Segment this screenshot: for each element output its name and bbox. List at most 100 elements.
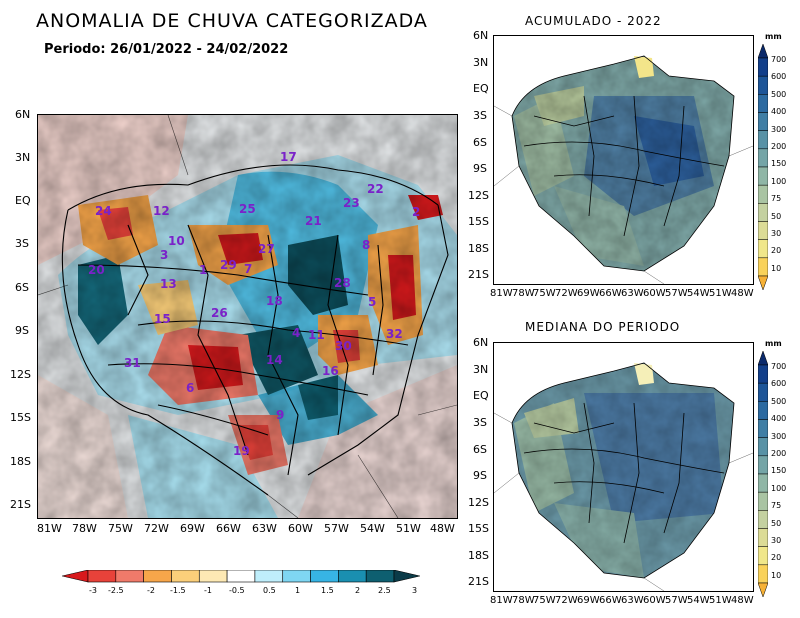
- lat-tick: 6N: [473, 336, 489, 349]
- lat-tick: 6S: [473, 136, 487, 149]
- lon-tick: 72W: [144, 522, 169, 535]
- median-map-canvas: [494, 343, 753, 591]
- colorbar-segment: [115, 569, 144, 583]
- lon-tick: 81W: [37, 522, 62, 535]
- colorbar-segment: [757, 112, 769, 131]
- colorbar-segment: [310, 569, 339, 583]
- basin-label: 26: [211, 306, 228, 320]
- lat-tick: 21S: [468, 268, 489, 281]
- basin-label: 18: [266, 294, 283, 308]
- basin-label: 23: [343, 196, 360, 210]
- lat-tick: EQ: [473, 82, 489, 95]
- colorbar-segment: [757, 491, 769, 511]
- basin-label: 10: [168, 234, 185, 248]
- precip-colorbar-segments: [757, 350, 769, 598]
- precip-unit: mm: [765, 339, 782, 348]
- lat-tick: 15S: [468, 215, 489, 228]
- colorbar-label: -1.5: [170, 586, 186, 595]
- colorbar-end-left: [61, 569, 89, 583]
- basin-label: 13: [160, 277, 177, 291]
- colorbar-label: 10: [771, 263, 782, 273]
- period-label: Periodo: 26/01/2022 - 24/02/2022: [44, 42, 289, 57]
- lon-tick: 78W: [512, 595, 535, 606]
- lat-tick: 6N: [473, 29, 489, 42]
- lon-tick: 63W: [621, 288, 644, 299]
- colorbar-label: 10: [771, 570, 782, 580]
- colorbar-label: 400: [771, 414, 787, 424]
- colorbar-segment: [757, 437, 769, 457]
- colorbar-segment: [757, 546, 769, 566]
- lat-tick: 3N: [473, 56, 489, 69]
- colorbar-label: 500: [771, 89, 787, 99]
- lon-tick: 66W: [599, 595, 622, 606]
- lat-tick: 18S: [468, 549, 489, 562]
- colorbar-label: 700: [771, 362, 787, 371]
- lat-tick: 3S: [15, 237, 29, 250]
- basin-label: 1: [199, 263, 208, 277]
- lat-tick: 15S: [468, 522, 489, 535]
- accumulated-map-canvas: [494, 36, 753, 284]
- colorbar-segment: [757, 473, 769, 493]
- colorbar-label: 100: [771, 176, 787, 186]
- colorbar-segment: [757, 203, 769, 222]
- colorbar-end-top: [757, 350, 769, 366]
- colorbar-segment: [338, 569, 367, 583]
- colorbar-segment: [757, 75, 769, 95]
- accumulated-colorbar-svg: [757, 43, 769, 291]
- lat-tick: 6N: [15, 108, 31, 121]
- basin-label: 22: [367, 182, 384, 196]
- colorbar-end-top: [757, 43, 769, 59]
- basin-label: 20: [88, 263, 105, 277]
- lat-tick: 3S: [473, 109, 487, 122]
- lon-tick: 72W: [555, 595, 578, 606]
- lon-tick: 57W: [665, 288, 688, 299]
- colorbar-label: 400: [771, 107, 787, 117]
- median-map: [493, 342, 754, 592]
- accumulated-map: [493, 35, 754, 285]
- lat-tick: EQ: [473, 389, 489, 402]
- lon-tick: 75W: [533, 288, 556, 299]
- colorbar-label: 200: [771, 449, 787, 458]
- colorbar-segment: [757, 148, 769, 168]
- lon-tick: 48W: [430, 522, 455, 535]
- colorbar-label: 30: [771, 536, 782, 545]
- lat-tick: 18S: [10, 455, 31, 468]
- anomaly-map-canvas: [38, 115, 457, 518]
- colorbar-label: -0.5: [229, 586, 245, 595]
- colorbar-label: 200: [771, 142, 787, 151]
- lon-tick: 78W: [72, 522, 97, 535]
- lat-tick: 6S: [473, 443, 487, 456]
- lon-tick: 51W: [396, 522, 421, 535]
- lon-tick: 60W: [288, 522, 313, 535]
- basin-label: 3: [160, 248, 169, 262]
- lon-tick: 75W: [108, 522, 133, 535]
- basin-label: 16: [322, 364, 339, 378]
- colorbar-label: 75: [771, 194, 782, 204]
- lat-tick: 15S: [10, 411, 31, 424]
- lon-tick: 51W: [709, 288, 732, 299]
- lon-tick: 72W: [555, 288, 578, 299]
- lon-tick: 69W: [577, 288, 600, 299]
- colorbar-segment: [282, 569, 311, 583]
- colorbar-segment: [757, 382, 769, 402]
- lon-tick: 66W: [216, 522, 241, 535]
- lon-tick: 57W: [665, 595, 688, 606]
- lat-tick: 12S: [468, 189, 489, 202]
- lon-tick: 69W: [577, 595, 600, 606]
- lon-tick: 69W: [180, 522, 205, 535]
- lat-tick: 21S: [468, 575, 489, 588]
- colorbar-segment: [757, 364, 769, 384]
- colorbar-segment: [757, 401, 769, 420]
- colorbar-label: 1: [295, 586, 301, 595]
- colorbar-label: 150: [771, 159, 787, 169]
- basin-label: 12: [153, 204, 170, 218]
- lon-tick: 48W: [731, 288, 754, 299]
- lat-tick: 21S: [10, 498, 31, 511]
- colorbar-label: 50: [771, 211, 782, 221]
- anomaly-map: [37, 114, 458, 519]
- main-title: ANOMALIA DE CHUVA CATEGORIZADA: [36, 10, 428, 32]
- colorbar-segment: [198, 569, 228, 583]
- colorbar-end-bottom: [757, 275, 769, 291]
- median-colorbar: [757, 350, 769, 598]
- lon-tick: 54W: [687, 595, 710, 606]
